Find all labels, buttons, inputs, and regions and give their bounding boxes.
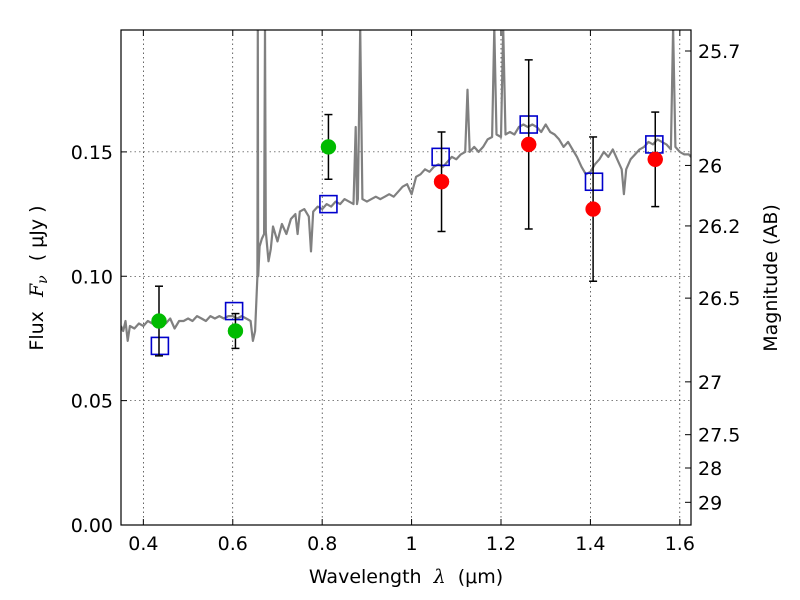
observed-flux-point bbox=[433, 173, 450, 190]
x-tick-label: 0.8 bbox=[307, 533, 337, 555]
x-axis-label-unit: (μm) bbox=[458, 566, 503, 588]
observed-flux-point bbox=[585, 201, 601, 217]
y-axis-label-text: Flux bbox=[26, 311, 48, 351]
observed-flux-point bbox=[227, 323, 244, 339]
x-tick-label: 0.6 bbox=[218, 533, 248, 555]
observed-flux-point bbox=[520, 136, 537, 153]
mag-tick-label: 26.5 bbox=[698, 288, 740, 310]
plot-frame bbox=[120, 29, 692, 526]
mag-tick-label: 27.5 bbox=[698, 425, 740, 447]
right-axis-label: Magnitude (AB) bbox=[760, 204, 782, 352]
x-tick-label: 1.4 bbox=[575, 533, 605, 555]
y-axis-label-subscript: ν bbox=[35, 275, 51, 284]
spectrum-line bbox=[121, 30, 691, 342]
model-flux-square bbox=[431, 147, 450, 167]
x-tick-label: 0.4 bbox=[128, 533, 158, 555]
x-axis-label-symbol: λ bbox=[433, 566, 446, 588]
observed-flux-point bbox=[151, 313, 167, 329]
mag-tick-label: 25.7 bbox=[698, 41, 740, 63]
mag-tick-label: 29 bbox=[698, 492, 722, 514]
observed-flux-point bbox=[320, 139, 337, 155]
model-flux-square bbox=[150, 336, 170, 356]
axis-ticks: 0.4 0.6 0.8 1 1.2 1.4 1.6 0.00 0.05 0.10 0.15 25.7 2… bbox=[71, 30, 740, 555]
plot-area bbox=[121, 30, 691, 357]
mag-tick-label: 28 bbox=[698, 458, 722, 480]
observed-flux-point bbox=[647, 151, 663, 168]
x-tick-label: 1 bbox=[406, 533, 418, 555]
y-tick-label: 0.10 bbox=[71, 266, 113, 288]
x-tick-label: 1.6 bbox=[665, 533, 695, 555]
y-axis-label-unit: ( μJy ) bbox=[26, 205, 48, 261]
y-axis-label: Flux Fν ( μJy ) bbox=[26, 205, 52, 350]
grid bbox=[121, 30, 691, 526]
model-flux-square bbox=[224, 301, 244, 321]
x-axis-label: Wavelength λ (μm) bbox=[309, 566, 503, 588]
model-flux-square bbox=[584, 172, 604, 192]
y-axis-label-symbol: F bbox=[26, 283, 48, 298]
y-tick-label: 0.05 bbox=[71, 391, 113, 413]
x-axis-label-text: Wavelength bbox=[309, 566, 422, 588]
mag-tick-label: 27 bbox=[698, 372, 722, 394]
mag-tick-label: 26 bbox=[698, 155, 722, 177]
y-tick-label: 0.15 bbox=[71, 142, 113, 164]
model-flux-square bbox=[319, 194, 338, 214]
mag-tick-label: 26.2 bbox=[698, 216, 740, 238]
y-tick-label: 0.00 bbox=[71, 515, 113, 537]
x-tick-label: 1.2 bbox=[486, 533, 516, 555]
